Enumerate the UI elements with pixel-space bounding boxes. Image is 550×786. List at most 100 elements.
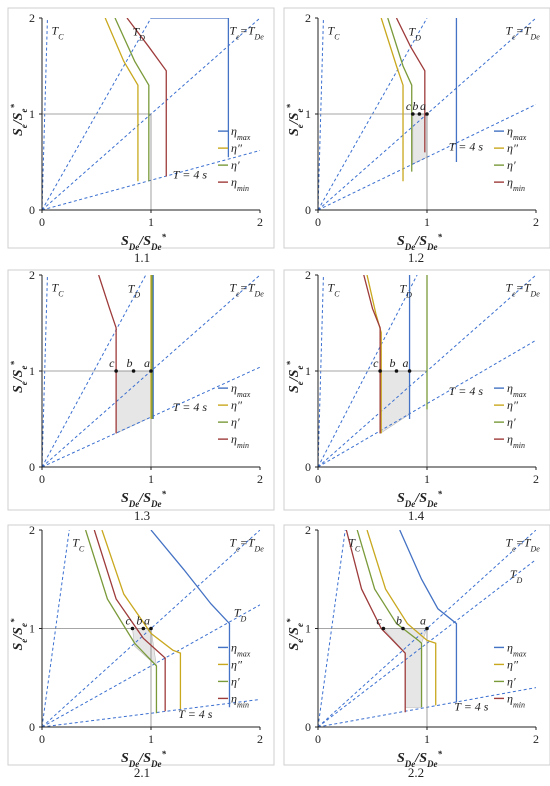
y-axis-label: Se/Se*: [285, 361, 305, 393]
series-line-eta_pp: [366, 275, 382, 434]
series-line-eta_max: [150, 530, 231, 708]
y-tick-label: 1: [305, 622, 311, 636]
label-tc: TC: [72, 536, 85, 554]
panel-1-3: c b a 00 1 1 2 2 TC TD T = 4 s Te=TDe Se/Se* SDe/SDe*…: [7, 268, 275, 523]
y-tick-label: 2: [29, 11, 35, 25]
plot-area: [318, 275, 536, 467]
panel-frame: [7, 524, 275, 766]
point-b: [131, 369, 136, 373]
guide-line-3: [318, 530, 536, 727]
label-td: TD: [234, 605, 247, 623]
point-label-b: b: [396, 614, 402, 628]
point-label-c: c: [376, 614, 382, 628]
series-line-eta_p: [356, 530, 423, 708]
series-line-eta_pp: [366, 530, 437, 706]
y-tick-label: 2: [305, 268, 311, 282]
point-b: [394, 369, 399, 373]
series-line-eta_p: [387, 18, 413, 172]
panel-frame: [283, 7, 550, 249]
label-t4s: T = 4 s: [173, 400, 208, 414]
legend-item-eta_max: ηmax: [231, 124, 251, 142]
point-a: [149, 626, 153, 631]
label-tc: TC: [328, 280, 341, 298]
x-tick-label: 2: [533, 732, 539, 746]
label-td: TD: [510, 567, 523, 585]
point-label-a: a: [144, 356, 150, 370]
legend-item-eta_p: η′: [507, 415, 516, 429]
shaded-region: [379, 370, 410, 434]
label-t4s: T = 4 s: [454, 699, 489, 713]
label-t4s: T = 4 s: [178, 707, 213, 721]
label-te-tde: Te=TDe: [229, 536, 264, 554]
panel-frame: [283, 524, 550, 766]
label-te-tde: Te=TDe: [505, 536, 540, 554]
guide-line-3: [42, 530, 260, 727]
legend-item-eta_pp: η″: [231, 657, 243, 671]
legend-item-eta_pp: η″: [507, 657, 519, 671]
legend-item-eta_min: ηmin: [231, 691, 249, 709]
series-line-eta_min: [363, 275, 381, 434]
x-tick-label: 0: [315, 732, 321, 746]
y-axis-label: Se/Se*: [9, 361, 29, 393]
point-label-b: b: [127, 356, 133, 370]
x-tick-label: 0: [315, 215, 321, 229]
legend-item-eta_max: ηmax: [507, 124, 527, 142]
point-c: [130, 626, 135, 631]
y-axis-label: Se/Se*: [285, 618, 305, 650]
plot-area: [318, 530, 536, 727]
legend-item-eta_p: η′: [231, 415, 240, 429]
y-tick-label: 1: [29, 107, 35, 121]
legend-item-eta_max: ηmax: [507, 640, 527, 658]
x-tick-label: 1: [148, 472, 154, 486]
label-td: TD: [408, 24, 421, 42]
panel-caption: 1.1: [134, 250, 150, 265]
x-axis-label: SDe/SDe*: [397, 232, 442, 252]
legend-item-eta_pp: η″: [231, 398, 243, 412]
point-label-a: a: [420, 99, 426, 113]
legend-item-eta_max: ηmax: [231, 640, 251, 658]
plot-area: [42, 18, 260, 210]
guide-line-1: [318, 559, 536, 727]
point-c: [411, 112, 415, 116]
shaded-region: [115, 370, 152, 434]
series-line-eta_pp: [380, 18, 404, 182]
series-line-eta_p: [84, 530, 158, 714]
label-td: TD: [399, 281, 412, 299]
point-a: [149, 369, 153, 373]
y-tick-label: 0: [305, 203, 311, 217]
y-tick-label: 0: [29, 460, 35, 474]
label-tc: TC: [328, 23, 341, 41]
y-axis-label: Se/Se*: [9, 618, 29, 650]
x-tick-label: 1: [424, 472, 430, 486]
x-tick-label: 2: [533, 472, 539, 486]
panel-caption: 2.1: [134, 765, 150, 780]
plot-area: [42, 275, 260, 467]
point-a: [425, 112, 429, 116]
legend-item-eta_max: ηmax: [231, 381, 251, 399]
x-axis-label: SDe/SDe*: [121, 489, 166, 509]
panel-frame: [283, 269, 550, 511]
legend-item-eta_min: ηmin: [507, 691, 525, 709]
plot-area: [318, 18, 536, 210]
legend-item-eta_pp: η″: [507, 141, 519, 155]
y-tick-label: 1: [305, 364, 311, 378]
series-line-eta_max: [399, 530, 458, 703]
point-label-c: c: [125, 614, 131, 628]
y-tick-label: 1: [29, 622, 35, 636]
label-te-tde: Te=TDe: [229, 280, 264, 298]
x-axis-label: SDe/SDe*: [121, 749, 166, 769]
panel-2-2: c b a 00 1 1 2 2 TC TD T = 4 s Te=TDe Se/Se* SDe/SDe*…: [283, 523, 550, 780]
y-tick-label: 0: [29, 720, 35, 734]
y-axis-label: Se/Se*: [9, 104, 29, 136]
legend-item-eta_pp: η″: [231, 141, 243, 155]
y-tick-label: 1: [305, 107, 311, 121]
point-b: [141, 626, 146, 631]
series-line-eta_min: [345, 530, 406, 713]
x-tick-label: 1: [424, 732, 430, 746]
point-a: [407, 369, 412, 373]
panel-1-4: c b a 00 1 1 2 2 TC TD T = 4 s Te=TDe Se/Se* SDe/SDe*…: [283, 268, 550, 523]
series-line-eta_min: [98, 275, 117, 434]
point-label-a: a: [144, 614, 150, 628]
point-c: [381, 626, 386, 631]
legend-item-eta_min: ηmin: [507, 432, 525, 450]
